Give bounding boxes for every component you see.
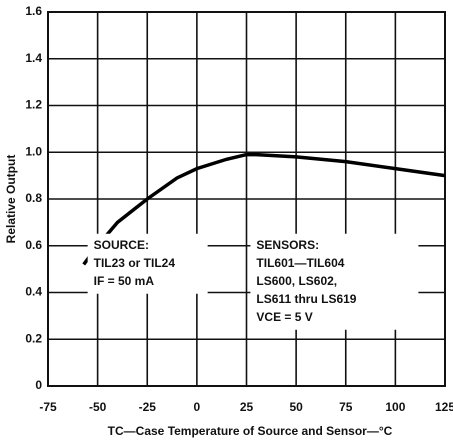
y-tick-label: 1.2 bbox=[25, 98, 42, 112]
x-tick-label: 50 bbox=[289, 400, 303, 414]
x-axis-label: TC—Case Temperature of Source and Sensor… bbox=[108, 424, 393, 438]
y-tick-label: 0.2 bbox=[25, 331, 42, 345]
y-axis-label: Relative Output bbox=[4, 155, 18, 244]
x-tick-label: 125 bbox=[435, 400, 453, 414]
annotation: TIL601—TIL604 bbox=[256, 256, 344, 270]
y-tick-label: 0.8 bbox=[25, 191, 42, 205]
x-tick-label: -50 bbox=[89, 400, 107, 414]
annotation: IF = 50 mA bbox=[94, 274, 155, 288]
data-line bbox=[82, 152, 446, 266]
x-tick-label: 0 bbox=[194, 400, 201, 414]
y-tick-label: 1.6 bbox=[25, 4, 42, 18]
annotation-box bbox=[87, 233, 208, 294]
annotation: LS611 thru LS619 bbox=[256, 292, 356, 306]
x-tick-label: -75 bbox=[39, 400, 57, 414]
y-tick-label: 1.4 bbox=[25, 51, 42, 65]
annotation: LS600, LS602, bbox=[256, 274, 337, 288]
annotation: TIL23 or TIL24 bbox=[94, 256, 176, 270]
y-tick-label: 0 bbox=[35, 378, 42, 392]
y-tick-label: 1.0 bbox=[25, 144, 42, 158]
y-tick-label: 0.4 bbox=[25, 285, 42, 299]
x-tick-label: 25 bbox=[240, 400, 254, 414]
annotation-box bbox=[250, 233, 419, 330]
x-tick-label: 75 bbox=[339, 400, 353, 414]
x-tick-label: 100 bbox=[385, 400, 405, 414]
x-tick-label: -25 bbox=[139, 400, 157, 414]
annotation: SENSORS: bbox=[256, 238, 319, 252]
plot-frame bbox=[47, 11, 446, 387]
annotation: SOURCE: bbox=[94, 238, 149, 252]
annotation: VCE = 5 V bbox=[256, 310, 312, 324]
y-tick-label: 0.6 bbox=[25, 238, 42, 252]
